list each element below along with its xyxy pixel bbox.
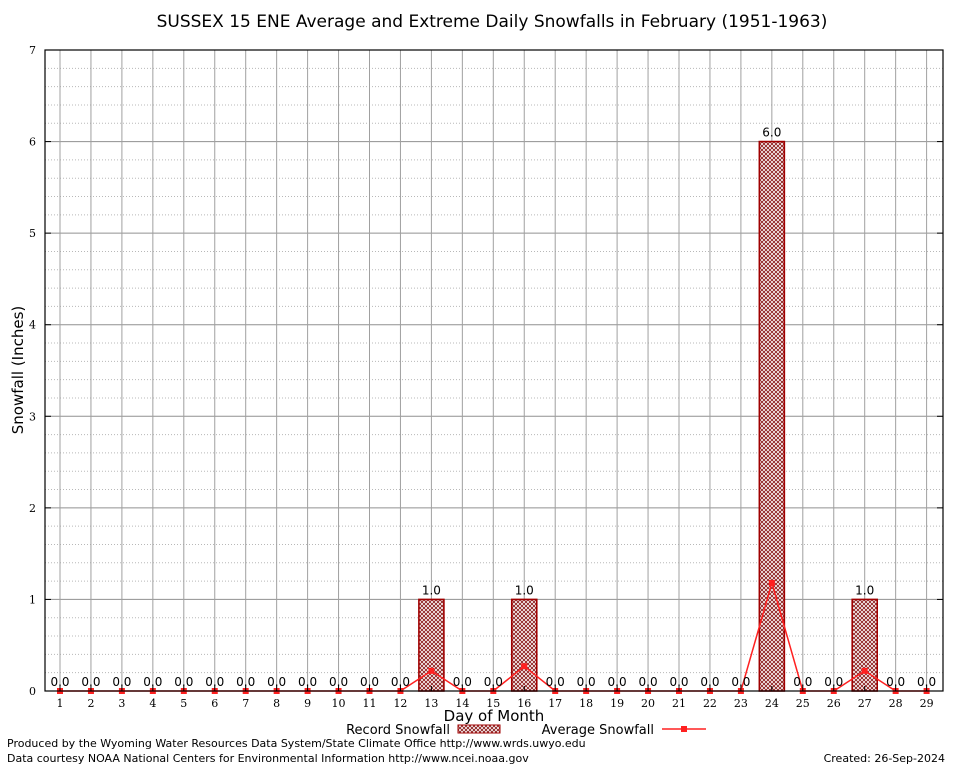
legend-record-label: Record Snowfall (346, 723, 450, 738)
footer-data-courtesy: Data courtesy NOAA National Centers for … (7, 752, 529, 765)
y-tick-label: 0 (29, 685, 36, 698)
x-tick-label: 26 (827, 697, 841, 710)
x-tick-label: 19 (610, 697, 624, 710)
data-label: 0.0 (81, 675, 100, 689)
data-label: 0.0 (298, 675, 317, 689)
data-label: 0.0 (50, 675, 69, 689)
data-label: 0.0 (112, 675, 131, 689)
x-tick-label: 5 (180, 697, 187, 710)
legend-average-label: Average Snowfall (542, 723, 654, 738)
y-tick-label: 5 (29, 227, 36, 240)
bar-record (758, 140, 786, 692)
x-tick-label: 10 (332, 697, 346, 710)
legend-record-swatch (457, 724, 501, 734)
y-axis-ticks: 0 1 2 3 4 5 6 7 (29, 44, 943, 698)
bar-record (510, 598, 538, 692)
data-label: 0.0 (484, 675, 503, 689)
data-label: 0.0 (143, 675, 162, 689)
data-label: 0.0 (236, 675, 255, 689)
chart-title: SUSSEX 15 ENE Average and Extreme Daily … (157, 12, 828, 32)
data-label: 6.0 (762, 126, 781, 140)
legend: Record Snowfall Average Snowfall (346, 723, 706, 738)
data-label: 1.0 (422, 583, 441, 597)
average-point (521, 663, 528, 670)
x-tick-label: 1 (57, 697, 64, 710)
x-tick-label: 25 (796, 697, 810, 710)
data-label: 0.0 (793, 675, 812, 689)
legend-average-marker (681, 726, 687, 732)
x-axis-title: Day of Month (444, 707, 545, 725)
x-tick-label: 16 (517, 697, 531, 710)
x-tick-label: 20 (641, 697, 655, 710)
y-tick-label: 1 (29, 593, 36, 606)
grid (45, 49, 943, 692)
x-tick-label: 2 (87, 697, 94, 710)
x-tick-label: 29 (920, 697, 934, 710)
average-point (768, 579, 775, 586)
data-label: 0.0 (267, 675, 286, 689)
x-tick-label: 8 (273, 697, 280, 710)
plot-frame (44, 49, 944, 692)
y-tick-label: 3 (29, 410, 36, 423)
y-tick-label: 4 (29, 319, 36, 332)
x-tick-label: 17 (548, 697, 562, 710)
footer-created: Created: 26-Sep-2024 (824, 752, 945, 765)
data-label: 0.0 (639, 675, 658, 689)
x-tick-label: 28 (889, 697, 903, 710)
data-label: 0.0 (205, 675, 224, 689)
x-tick-label: 11 (363, 697, 377, 710)
data-label: 0.0 (329, 675, 348, 689)
data-labels: 0.0 0.0 0.0 0.0 0.0 0.0 0.0 0.0 0.0 0.0 0.0 0.0 1.0 0… (50, 126, 936, 689)
data-label: 1.0 (855, 583, 874, 597)
x-tick-label: 21 (672, 697, 686, 710)
average-point (428, 667, 435, 674)
x-tick-label: 22 (703, 697, 717, 710)
data-label: 0.0 (360, 675, 379, 689)
y-tick-label: 6 (29, 136, 36, 149)
data-label: 0.0 (669, 675, 688, 689)
y-tick-label: 7 (29, 44, 36, 57)
data-label: 0.0 (453, 675, 472, 689)
data-label: 0.0 (577, 675, 596, 689)
x-tick-label: 9 (304, 697, 311, 710)
data-label: 0.0 (546, 675, 565, 689)
x-tick-label: 15 (486, 697, 500, 710)
x-axis-ticks: 1 2 3 4 5 6 7 8 9 10 11 12 13 14 15 16 17 18 19 20 21 22 23 24 2… (57, 686, 934, 710)
footer-produced-by: Produced by the Wyoming Water Resources … (7, 737, 586, 750)
data-label: 0.0 (391, 675, 410, 689)
x-tick-label: 23 (734, 697, 748, 710)
data-label: 0.0 (886, 675, 905, 689)
data-label: 0.0 (608, 675, 627, 689)
x-tick-label: 3 (118, 697, 125, 710)
data-label: 0.0 (174, 675, 193, 689)
y-tick-label: 2 (29, 502, 36, 515)
data-label: 1.0 (515, 583, 534, 597)
y-axis-title: Snowfall (Inches) (9, 306, 27, 434)
x-tick-label: 14 (455, 697, 469, 710)
x-tick-label: 7 (242, 697, 249, 710)
x-tick-label: 13 (424, 697, 438, 710)
data-label: 0.0 (917, 675, 936, 689)
x-tick-label: 6 (211, 697, 218, 710)
data-label: 0.0 (731, 675, 750, 689)
x-tick-label: 27 (858, 697, 872, 710)
data-label: 0.0 (824, 675, 843, 689)
x-tick-label: 24 (765, 697, 779, 710)
data-label: 0.0 (700, 675, 719, 689)
x-tick-label: 12 (393, 697, 407, 710)
average-point (861, 667, 868, 674)
x-tick-label: 18 (579, 697, 593, 710)
x-tick-label: 4 (149, 697, 156, 710)
